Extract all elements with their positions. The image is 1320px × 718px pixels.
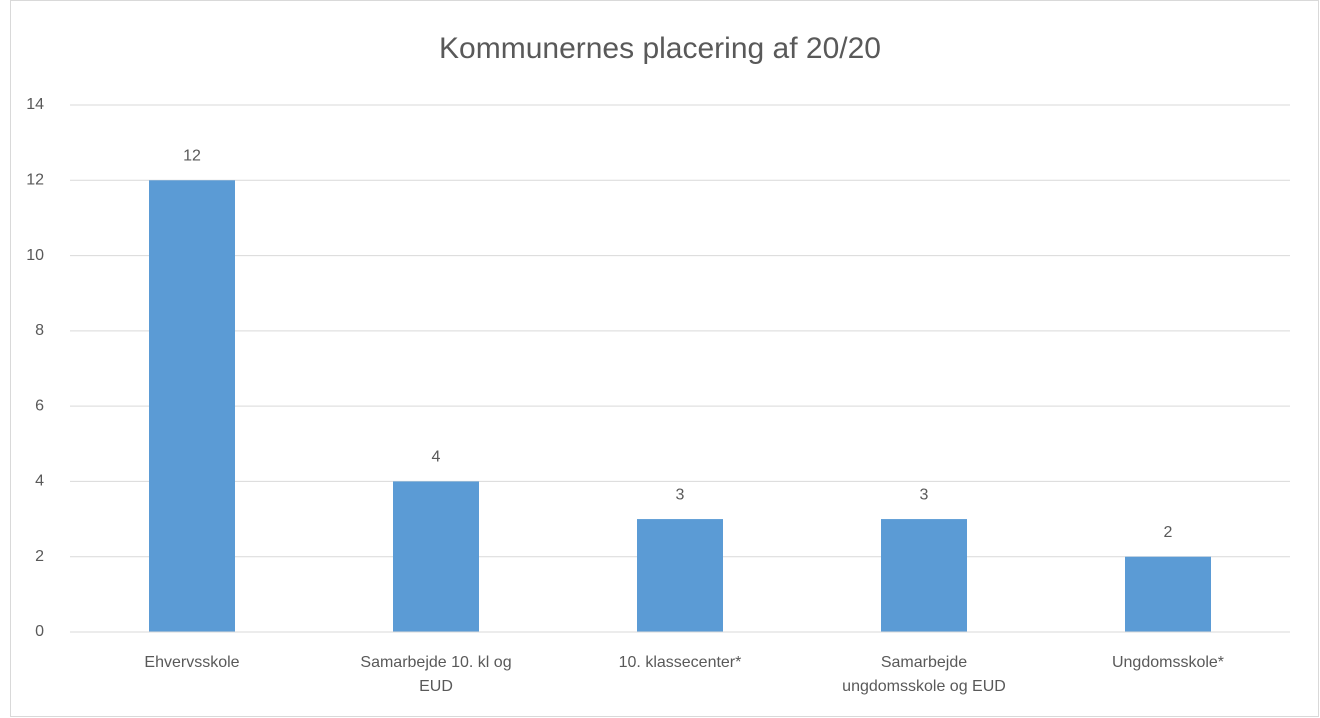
data-label: 12 (183, 148, 201, 165)
data-label: 2 (1164, 524, 1173, 541)
bar (1125, 556, 1211, 632)
y-tick-label: 14 (26, 96, 44, 113)
bar (881, 519, 967, 632)
y-tick-label: 8 (35, 322, 44, 339)
y-tick-label: 2 (35, 548, 44, 565)
data-label: 3 (920, 486, 929, 503)
y-tick-label: 12 (26, 172, 44, 189)
bar (149, 180, 235, 633)
y-tick-label: 0 (35, 623, 44, 640)
data-label: 4 (432, 449, 441, 466)
x-tick-label: Ehvervsskole (144, 654, 239, 671)
x-tick-label: Samarbejde 10. kl og EUD (360, 654, 511, 695)
y-tick-label: 6 (35, 397, 44, 414)
bar (637, 519, 723, 632)
x-tick-label: Ungdomsskole* (1112, 654, 1224, 671)
y-tick-label: 4 (35, 473, 44, 490)
x-tick-label: 10. klassecenter* (619, 654, 742, 671)
data-label: 3 (676, 486, 685, 503)
bar (393, 481, 479, 632)
x-tick-label: Samarbejde ungdomsskole og EUD (842, 654, 1006, 695)
chart-title: Kommunernes placering af 20/20 (439, 32, 881, 65)
y-tick-label: 10 (26, 247, 44, 264)
